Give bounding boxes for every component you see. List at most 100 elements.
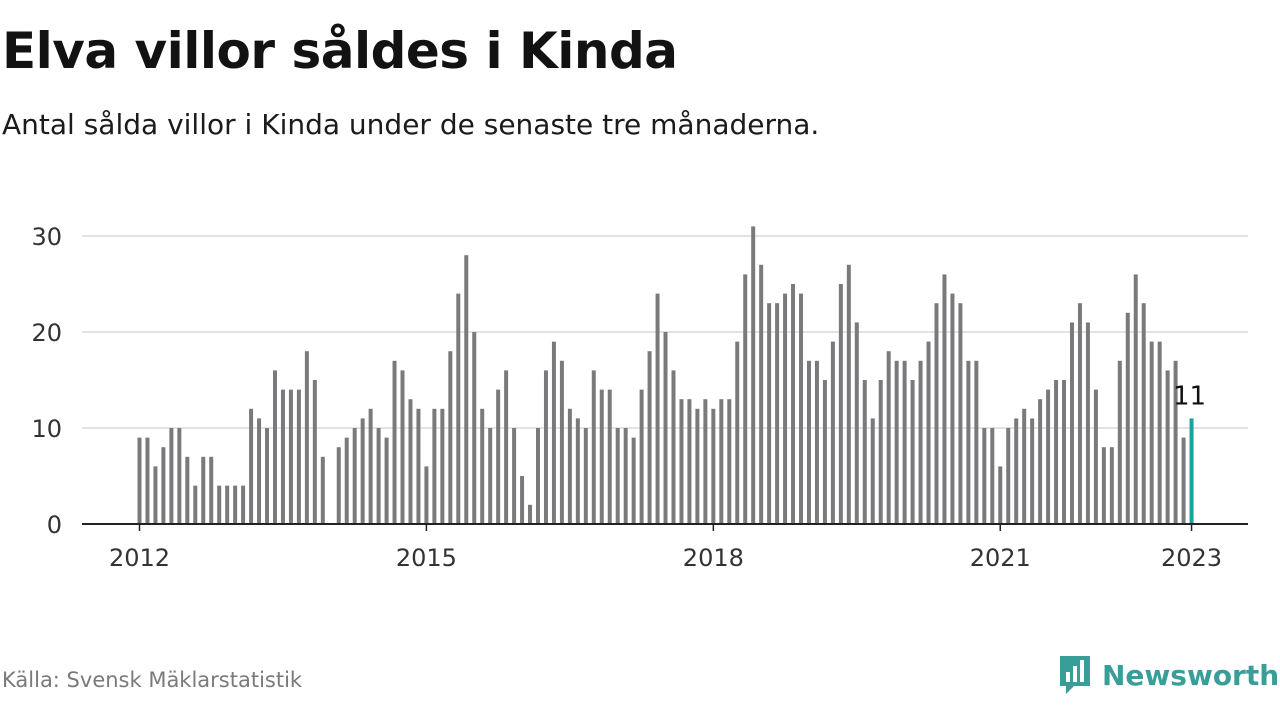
bar bbox=[615, 428, 620, 524]
bar bbox=[504, 370, 509, 524]
bar bbox=[400, 370, 405, 524]
bar bbox=[607, 389, 612, 524]
y-tick-label: 30 bbox=[31, 223, 62, 251]
bar bbox=[886, 351, 891, 524]
bar bbox=[799, 293, 804, 524]
bar bbox=[767, 303, 772, 524]
bar bbox=[918, 360, 923, 524]
bar bbox=[543, 370, 548, 524]
bar bbox=[735, 341, 740, 524]
bar bbox=[791, 284, 796, 524]
bar bbox=[336, 447, 341, 524]
bar bbox=[759, 264, 764, 524]
bar bbox=[424, 466, 429, 524]
bar bbox=[583, 428, 588, 524]
bar bbox=[288, 389, 293, 524]
bar bbox=[942, 274, 947, 524]
bar bbox=[1014, 418, 1019, 524]
bar bbox=[280, 389, 285, 524]
bar bbox=[647, 351, 652, 524]
bar bbox=[169, 428, 174, 524]
bar bbox=[1062, 380, 1067, 524]
bar bbox=[1054, 380, 1059, 524]
bar bbox=[1022, 408, 1027, 524]
bar bbox=[631, 437, 636, 524]
bar bbox=[567, 408, 572, 524]
bar bbox=[392, 360, 397, 524]
bar-chart-icon bbox=[1060, 656, 1090, 694]
bar bbox=[408, 399, 413, 524]
bar bbox=[775, 303, 780, 524]
bar bbox=[575, 418, 580, 524]
bar bbox=[464, 255, 469, 524]
bar bbox=[1117, 360, 1122, 524]
bar bbox=[623, 428, 628, 524]
bar bbox=[1173, 360, 1178, 524]
bar bbox=[520, 476, 525, 524]
bar bbox=[536, 428, 540, 524]
bar bbox=[711, 408, 716, 524]
bar bbox=[695, 408, 700, 524]
bar bbox=[703, 399, 708, 524]
bar bbox=[870, 418, 875, 524]
bar bbox=[671, 370, 676, 524]
bar bbox=[432, 408, 437, 524]
bar bbox=[257, 418, 262, 524]
bar bbox=[161, 447, 166, 524]
bar bbox=[440, 408, 445, 524]
chart-title: Elva villor såldes i Kinda bbox=[2, 22, 678, 80]
bar bbox=[209, 456, 214, 524]
bar bbox=[217, 485, 222, 524]
x-tick-label: 2012 bbox=[109, 544, 170, 572]
bar bbox=[296, 389, 301, 524]
bar bbox=[272, 370, 277, 524]
bar bbox=[559, 360, 564, 524]
bar bbox=[846, 264, 851, 524]
bar bbox=[687, 399, 692, 524]
source-note: Källa: Svensk Mäklarstatistik bbox=[2, 668, 303, 692]
bar bbox=[663, 332, 668, 524]
bar bbox=[360, 418, 365, 524]
bar bbox=[894, 360, 899, 524]
bar bbox=[233, 485, 238, 524]
bar bbox=[1149, 341, 1154, 524]
bar bbox=[974, 360, 979, 524]
bar bbox=[998, 466, 1003, 524]
bar bbox=[241, 485, 246, 524]
bar bbox=[990, 428, 995, 524]
bar bbox=[1077, 303, 1082, 524]
bar bbox=[806, 360, 811, 524]
bar bbox=[448, 351, 453, 524]
bar bbox=[456, 293, 461, 524]
bar bbox=[599, 389, 604, 524]
bar bbox=[751, 226, 756, 524]
bar bbox=[137, 437, 142, 524]
brand-name: Newsworthy bbox=[1102, 658, 1280, 692]
bar bbox=[655, 293, 660, 524]
bar bbox=[1125, 312, 1130, 524]
bar bbox=[1038, 399, 1043, 524]
bar bbox=[1165, 370, 1170, 524]
x-tick-label: 2018 bbox=[683, 544, 744, 572]
bar bbox=[368, 408, 373, 524]
bar bbox=[304, 351, 309, 524]
bar bbox=[384, 437, 389, 524]
bar bbox=[814, 360, 819, 524]
bar bbox=[1093, 389, 1098, 524]
bar bbox=[201, 456, 206, 524]
bar bbox=[1157, 341, 1162, 524]
bar bbox=[472, 332, 477, 524]
bar bbox=[878, 380, 883, 524]
bar bbox=[639, 389, 644, 524]
bar bbox=[416, 408, 421, 524]
bar bbox=[1069, 322, 1074, 524]
bar bbox=[344, 437, 349, 524]
bar bbox=[528, 504, 533, 524]
bar bbox=[249, 408, 254, 524]
bar bbox=[352, 428, 357, 524]
bar bbox=[830, 341, 835, 524]
chart-subtitle: Antal sålda villor i Kinda under de sena… bbox=[2, 108, 820, 141]
bar bbox=[958, 303, 963, 524]
bar bbox=[312, 380, 317, 524]
bar bbox=[1133, 274, 1138, 524]
